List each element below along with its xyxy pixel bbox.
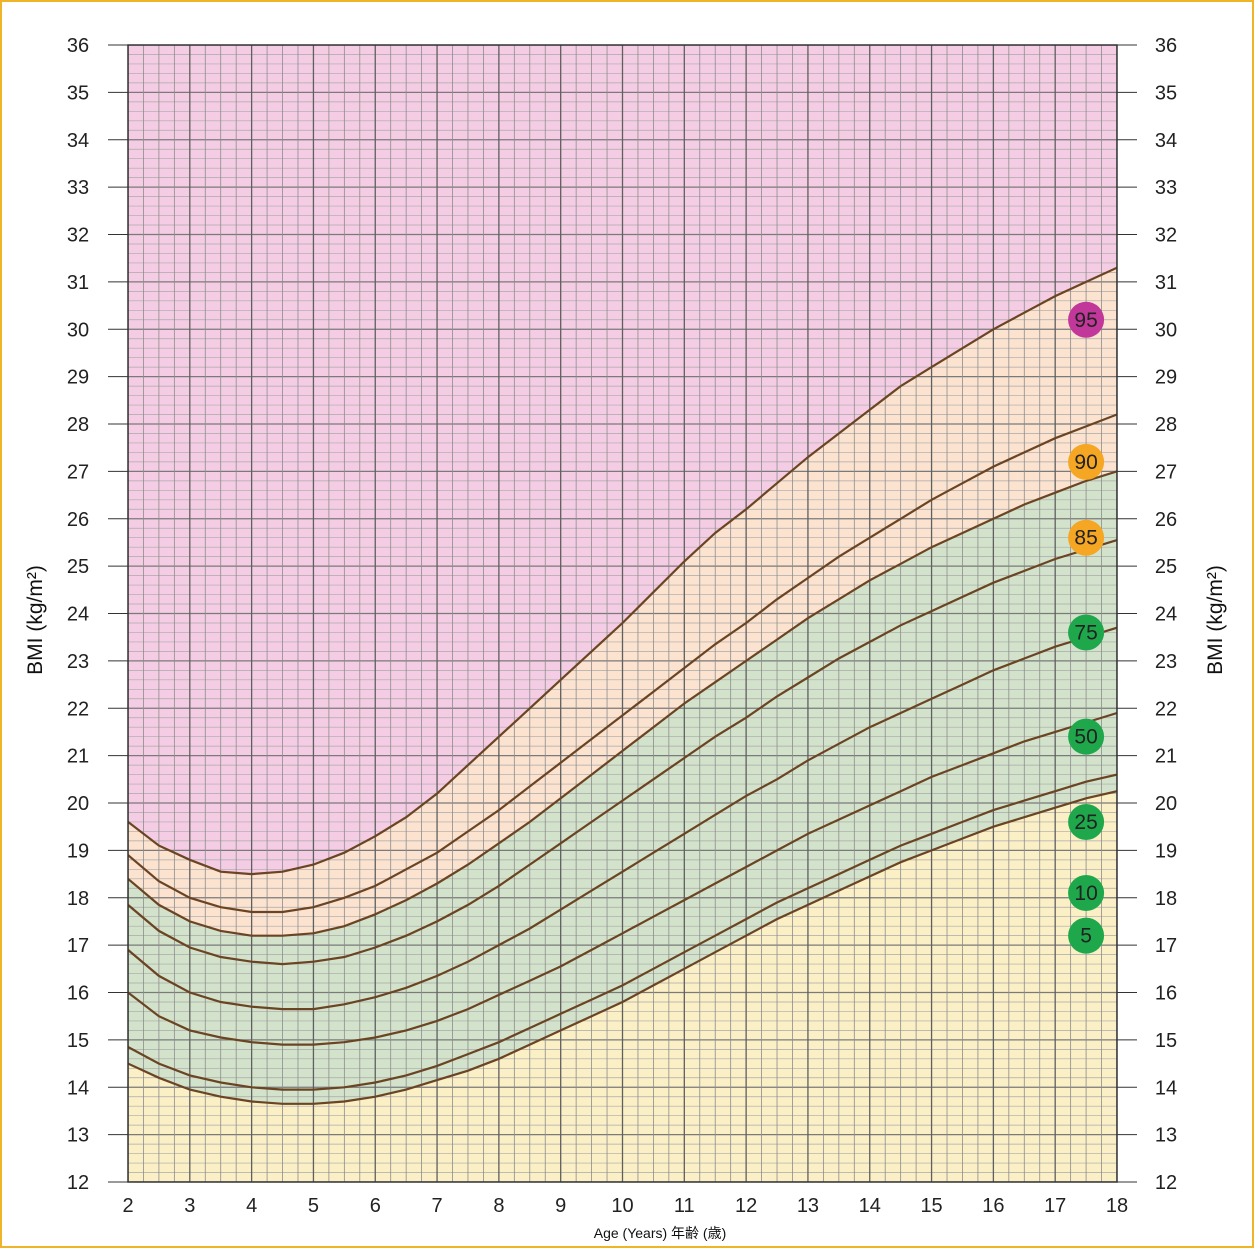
percentile-badge-5 [1068,917,1105,954]
y-tick-label-left: 20 [67,793,89,815]
y-tick-label-right: 25 [1155,556,1177,578]
y-tick-label-right: 13 [1155,1125,1177,1147]
y-tick-label-right: 35 [1155,82,1177,104]
percentile-badge-label: 25 [1074,811,1097,834]
percentile-badge-label: 85 [1074,527,1097,550]
y-tick-label-right: 26 [1155,509,1177,531]
y-tick-label-right: 30 [1155,319,1177,341]
y-tick-label-left: 31 [67,272,89,294]
y-tick-label-left: 27 [67,461,89,483]
percentile-badge-25 [1068,803,1105,840]
y-tick-label-left: 14 [67,1077,89,1099]
y-tick-label-right: 27 [1155,461,1177,483]
y-tick-label-right: 28 [1155,414,1177,436]
y-tick-label-left: 18 [67,888,89,910]
y-tick-label-left: 23 [67,651,89,673]
percentile-badge-75 [1068,614,1105,651]
x-axis-title: Age (Years) 年齢 (歳) [594,1225,727,1241]
x-tick-label: 16 [982,1195,1004,1217]
percentile-curve-10 [128,773,1117,1091]
x-tick-label: 13 [797,1195,819,1217]
y-tick-label-right: 23 [1155,651,1177,673]
percentile-badge-50 [1068,718,1105,755]
y-tick-label-right: 19 [1155,840,1177,862]
y-tick-label-right: 16 [1155,983,1177,1005]
percentile-badge-label: 50 [1074,726,1097,749]
x-tick-label: 11 [674,1195,695,1217]
y-tick-label-left: 13 [67,1125,89,1147]
y-tick-label-left: 26 [67,509,89,531]
y-tick-label-right: 21 [1155,746,1177,768]
y-tick-label-right: 15 [1155,1030,1177,1052]
percentile-badge-10 [1068,875,1105,912]
y-axis-title-right: BMI (kg/m²) [1204,565,1227,675]
y-axis-title-left: BMI (kg/m²) [24,565,47,675]
percentile-badge-95 [1068,301,1105,338]
percentile-badge-90 [1068,443,1105,480]
y-tick-label-right: 12 [1155,1172,1177,1194]
percentile-curve-50 [128,626,1117,1011]
y-tick-label-left: 36 [67,35,89,57]
y-tick-label-left: 35 [67,82,89,104]
y-tick-label-right: 31 [1155,272,1177,294]
percentile-curve-85 [128,470,1117,937]
x-tick-label: 4 [246,1195,257,1217]
percentile-badge-label: 5 [1080,925,1092,948]
y-tick-label-left: 29 [67,367,89,389]
y-tick-label-right: 14 [1155,1077,1177,1099]
y-tick-label-left: 30 [67,319,89,341]
y-tick-label-right: 17 [1155,935,1177,957]
y-tick-label-right: 32 [1155,225,1177,247]
percentile-curve-25 [128,711,1117,1046]
y-tick-label-right: 18 [1155,888,1177,910]
y-tick-label-left: 17 [67,935,89,957]
percentile-curve-95 [128,266,1117,876]
y-tick-label-left: 15 [67,1030,89,1052]
y-tick-label-right: 34 [1155,130,1177,152]
y-tick-label-left: 21 [67,746,89,768]
percentile-badge-label: 75 [1074,621,1097,644]
y-tick-label-right: 33 [1155,177,1177,199]
y-tick-label-left: 32 [67,225,89,247]
x-tick-label: 2 [122,1195,133,1217]
x-tick-label: 14 [859,1195,881,1217]
y-tick-label-left: 19 [67,840,89,862]
x-tick-label: 7 [432,1195,443,1217]
percentile-badge-label: 95 [1074,309,1097,332]
x-tick-label: 15 [920,1195,942,1217]
percentile-badge-85 [1068,519,1105,556]
y-tick-label-left: 22 [67,698,89,720]
y-tick-label-left: 34 [67,130,89,152]
percentile-curve-5 [128,790,1117,1105]
percentile-curve-90 [128,413,1117,914]
percentile-curve-75 [128,539,1117,966]
y-tick-label-left: 33 [67,177,89,199]
x-tick-label: 18 [1106,1195,1128,1217]
percentile-badge-label: 90 [1074,451,1097,474]
x-tick-label: 10 [611,1195,633,1217]
x-tick-label: 12 [735,1195,757,1217]
x-tick-label: 6 [370,1195,381,1217]
y-tick-label-right: 20 [1155,793,1177,815]
x-tick-label: 9 [555,1195,566,1217]
y-tick-label-left: 12 [67,1172,89,1194]
x-tick-label: 5 [308,1195,319,1217]
x-tick-label: 8 [493,1195,504,1217]
percentile-badge-label: 10 [1074,882,1097,905]
y-tick-label-left: 16 [67,983,89,1005]
y-tick-label-left: 24 [67,604,89,626]
y-tick-label-left: 25 [67,556,89,578]
y-tick-label-right: 29 [1155,367,1177,389]
y-tick-label-right: 22 [1155,698,1177,720]
x-tick-label: 3 [184,1195,195,1217]
x-tick-label: 17 [1044,1195,1066,1217]
y-tick-label-left: 28 [67,414,89,436]
y-tick-label-right: 24 [1155,604,1177,626]
y-tick-label-right: 36 [1155,35,1177,57]
